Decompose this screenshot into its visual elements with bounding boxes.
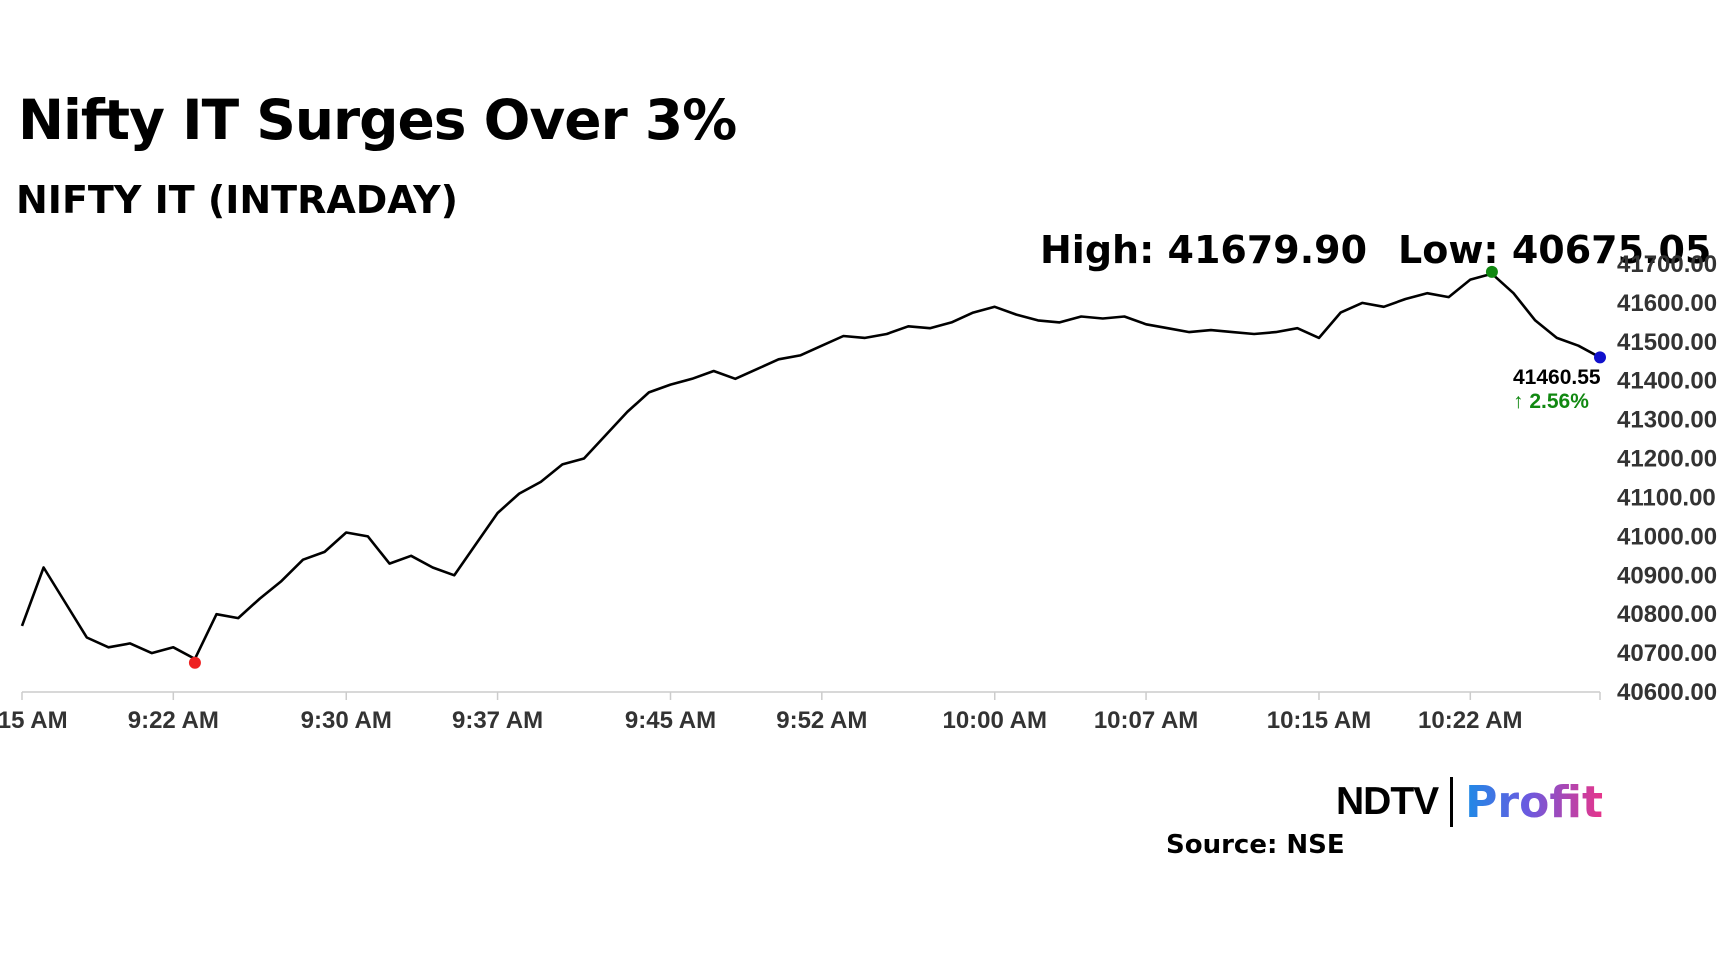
x-tick-label: 10:00 AM [942,707,1046,734]
y-tick-label: 40700.00 [1617,640,1717,667]
series-line [20,272,1601,661]
y-tick-label: 41600.00 [1617,290,1717,317]
x-tick-label: 9:15 AM [0,707,68,734]
low-marker [188,656,201,669]
y-tick-label: 41400.00 [1617,368,1717,395]
source-note: Source: NSE [1166,830,1345,860]
logo-profit: Profit [1465,776,1603,828]
y-tick-label: 41700.00 [1617,251,1717,278]
x-tick-label: 10:15 AM [1267,707,1371,734]
x-tick-label: 9:52 AM [776,707,867,734]
y-tick-label: 40900.00 [1617,562,1717,589]
x-tick-label: 9:30 AM [301,707,392,734]
y-tick-label: 41200.00 [1617,446,1717,473]
low-value: Low: 40675.05 [1398,228,1712,272]
y-tick-label: 40800.00 [1617,601,1717,628]
axis-layer: 9:15 AM 9:22 AM 9:30 AM 9:37 AM 9:45 AM 9:52 … [0,251,1717,734]
series-layer [20,272,1601,661]
logo-ndtv: NDTV [1336,780,1439,823]
marker-layer [188,265,1606,669]
x-tick-label: 9:22 AM [128,707,219,734]
y-tick-label: 40600.00 [1617,679,1717,706]
change-percent-label: ↑ 2.56% [1513,390,1589,413]
last-value-marker [1594,351,1606,364]
y-tick-label: 41100.00 [1617,484,1716,511]
logo-divider [1450,777,1454,827]
x-tick-label: 9:45 AM [625,707,716,734]
x-tick-label: 10:07 AM [1094,707,1198,734]
y-tick-label: 41300.00 [1617,407,1717,434]
y-tick-label: 41500.00 [1617,329,1717,356]
last-value-label: 41460.55 [1513,366,1601,389]
y-tick-label: 41000.00 [1617,523,1717,550]
high-marker [1485,265,1498,278]
high-value: High: 41679.90 [1040,228,1368,272]
ndtv-profit-logo: NDTV Profit [1336,776,1603,828]
x-tick-label: 9:37 AM [452,707,543,734]
chart-title: Nifty IT Surges Over 3% [18,88,737,152]
chart-subtitle: NIFTY IT (INTRADAY) [16,178,458,222]
x-tick-label: 10:22 AM [1418,707,1522,734]
